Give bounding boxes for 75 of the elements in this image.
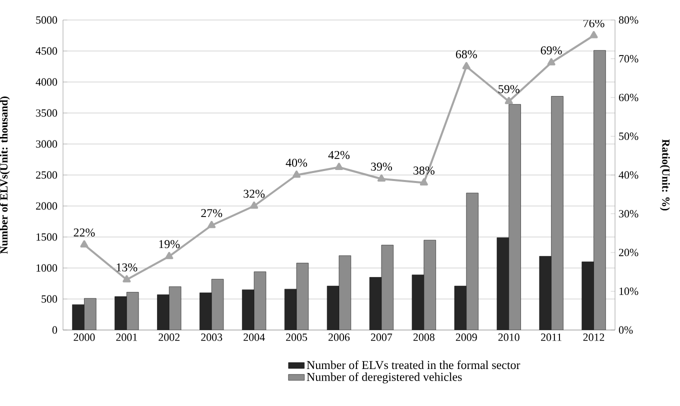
point bbox=[377, 174, 386, 182]
bar bbox=[369, 277, 382, 330]
legend-label: Number of deregistered vehicles bbox=[306, 372, 462, 384]
point bbox=[122, 275, 131, 282]
x-tick-label: 2011 bbox=[541, 334, 562, 341]
bar bbox=[284, 288, 297, 330]
y-tick-label: 1500 bbox=[36, 233, 58, 241]
legend-label: Number of ELVs treated in the formal sector bbox=[306, 360, 520, 370]
x-tick-label: 2001 bbox=[116, 334, 137, 341]
point bbox=[250, 202, 258, 209]
bar bbox=[242, 290, 254, 330]
point bbox=[420, 178, 428, 186]
y2-tick-label: 50% bbox=[619, 132, 638, 140]
bar bbox=[454, 286, 467, 330]
y2-tick-label: 10% bbox=[619, 288, 638, 295]
y2-axis-title: Ratio(Unit: %) bbox=[660, 139, 670, 210]
y-tick-label: 5000 bbox=[36, 16, 58, 24]
point bbox=[547, 58, 556, 66]
data-label: 22% bbox=[74, 228, 95, 237]
data-label: 13% bbox=[116, 263, 138, 272]
y2-tick-label: 60% bbox=[618, 94, 638, 102]
point bbox=[334, 162, 344, 170]
point bbox=[165, 252, 174, 260]
y-tick-label: 2500 bbox=[36, 171, 58, 179]
data-label: 38% bbox=[414, 166, 434, 175]
x-tick-label: 2005 bbox=[286, 334, 308, 341]
data-label: 68% bbox=[456, 50, 477, 58]
x-tick-label: 2006 bbox=[328, 334, 350, 341]
x-tick-label: 2008 bbox=[413, 334, 434, 341]
y-tick-label: 0 bbox=[52, 326, 58, 334]
bar bbox=[326, 286, 340, 330]
bar bbox=[496, 237, 509, 330]
point bbox=[590, 31, 598, 38]
data-label: 19% bbox=[159, 240, 180, 248]
y-tick-label: 4000 bbox=[36, 78, 58, 86]
data-label: 32% bbox=[244, 190, 265, 198]
y2-tick-label: 30% bbox=[619, 210, 638, 218]
x-tick-label: 2012 bbox=[583, 334, 604, 341]
point bbox=[208, 220, 216, 228]
x-tick-label: 2004 bbox=[244, 334, 265, 341]
x-tick-label: 2007 bbox=[370, 334, 392, 341]
x-tick-label: 2010 bbox=[498, 334, 520, 341]
y2-tick-label: 70% bbox=[619, 55, 638, 62]
y-tick-label: 4500 bbox=[36, 47, 58, 55]
bar bbox=[539, 256, 552, 330]
point bbox=[504, 96, 513, 104]
bar bbox=[157, 294, 170, 330]
x-tick-label: 2002 bbox=[158, 334, 180, 341]
y-tick-label: 3500 bbox=[36, 109, 58, 117]
data-label: 40% bbox=[286, 158, 308, 167]
bar bbox=[582, 262, 594, 330]
x-tick-label: 2009 bbox=[456, 334, 477, 341]
bar bbox=[114, 296, 127, 330]
x-tick-label: 2003 bbox=[201, 334, 222, 341]
bar bbox=[200, 292, 212, 330]
y2-tick-label: 20% bbox=[619, 248, 638, 256]
bar bbox=[72, 304, 84, 330]
data-label: 39% bbox=[371, 162, 392, 171]
data-label: 42% bbox=[328, 150, 350, 160]
y2-tick-label: 40% bbox=[618, 171, 638, 179]
y2-tick-label: 80% bbox=[618, 16, 638, 24]
point bbox=[80, 240, 88, 248]
data-label: 59% bbox=[498, 85, 520, 94]
point bbox=[462, 62, 470, 70]
y-tick-label: 500 bbox=[42, 295, 58, 303]
y-tick-label: 1000 bbox=[36, 264, 58, 272]
y-tick-label: 3000 bbox=[36, 140, 58, 148]
y2-tick-label: 0% bbox=[618, 326, 633, 334]
y-tick-label: 2000 bbox=[36, 202, 58, 210]
data-label: 27% bbox=[201, 209, 222, 218]
point bbox=[292, 170, 301, 178]
bar bbox=[412, 274, 424, 330]
x-tick-label: 2000 bbox=[74, 334, 95, 341]
y-axis-title: Number of ELVs(Unit: thousand) bbox=[0, 96, 10, 254]
data-label: 69% bbox=[540, 46, 562, 54]
